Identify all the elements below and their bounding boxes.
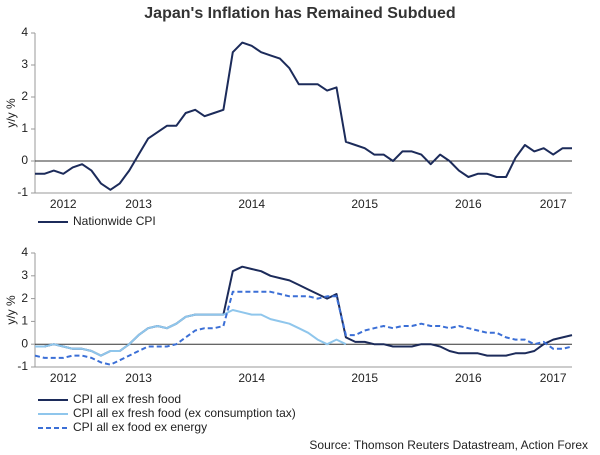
legend-label: CPI all ex fresh food (ex consumption ta… <box>73 406 296 420</box>
y-axis-label: y/y % <box>4 98 18 128</box>
legend-label: Nationwide CPI <box>73 214 156 228</box>
y-tick-label: 2 <box>21 291 28 305</box>
series-line <box>35 265 573 357</box>
x-tick-label: 2012 <box>50 371 77 385</box>
x-tick-label: 2017 <box>540 197 567 211</box>
y-tick-label: -1 <box>17 185 28 199</box>
x-tick-label: 2017 <box>540 371 567 385</box>
legend-label: CPI all ex fresh food <box>73 392 181 406</box>
y-tick-label: 4 <box>21 245 28 259</box>
y-tick-label: 0 <box>21 336 28 350</box>
y-tick-label: 2 <box>21 89 28 103</box>
series-line <box>35 41 572 191</box>
x-tick-label: 2013 <box>125 197 152 211</box>
x-tick-label: 2015 <box>351 197 378 211</box>
x-tick-label: 2014 <box>238 371 265 385</box>
x-tick-label: 2016 <box>455 197 482 211</box>
y-tick-label: 1 <box>21 314 28 328</box>
y-tick-label: 4 <box>21 25 28 39</box>
y-tick-label: -1 <box>17 359 28 373</box>
x-tick-label: 2012 <box>50 197 77 211</box>
y-axis-label: y/y % <box>4 295 18 325</box>
y-tick-label: 3 <box>21 57 28 71</box>
source-note: Source: Thomson Reuters Datastream, Acti… <box>309 438 588 452</box>
y-tick-label: 0 <box>21 153 28 167</box>
series-line <box>35 309 347 357</box>
x-tick-label: 2015 <box>351 371 378 385</box>
chart-title: Japan's Inflation has Remained Subdued <box>144 5 455 22</box>
x-tick-label: 2014 <box>238 197 265 211</box>
y-tick-label: 3 <box>21 268 28 282</box>
series-line <box>34 290 573 366</box>
legend-label: CPI all ex food ex energy <box>73 420 207 434</box>
y-tick-label: 1 <box>21 121 28 135</box>
x-tick-label: 2013 <box>125 371 152 385</box>
x-tick-label: 2016 <box>455 371 482 385</box>
